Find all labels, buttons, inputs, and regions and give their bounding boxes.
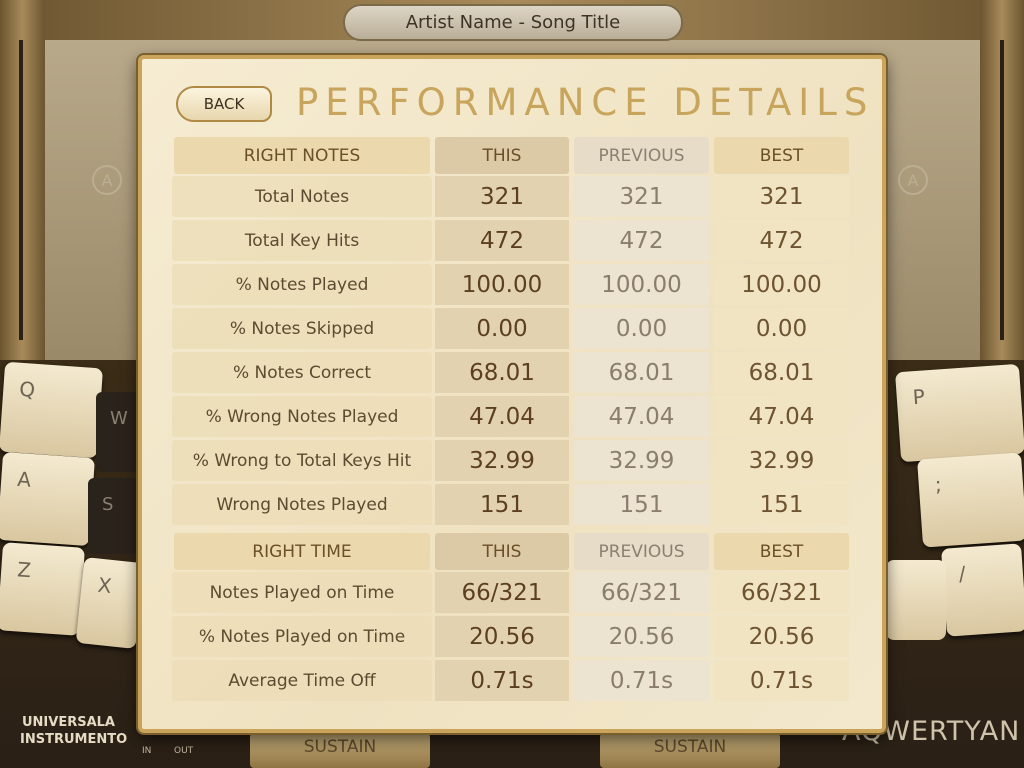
value-cell: 0.00 [714, 308, 849, 349]
row-label: Notes Played on Time [172, 572, 432, 613]
key[interactable]: A [0, 451, 95, 547]
column-header: PREVIOUS [574, 533, 709, 570]
tables: RIGHT NOTES THIS PREVIOUS BEST Total Notes 32… [142, 59, 882, 729]
value-cell: 0.00 [435, 308, 569, 349]
value-cell: 47.04 [714, 396, 849, 437]
row-label: Total Notes [172, 176, 432, 217]
column-header: PREVIOUS [574, 137, 709, 174]
value-cell: 20.56 [435, 616, 569, 657]
value-cell: 472 [714, 220, 849, 261]
key[interactable]: X [75, 557, 145, 649]
brand: INSTRUMENTO [20, 732, 128, 747]
sustain-pedal[interactable]: SUSTAIN [600, 733, 780, 768]
value-cell: 151 [574, 484, 709, 525]
dialog: BACK PERFORMANCE DETAILS RIGHT NOTES THIS… [138, 55, 886, 733]
value-cell: 472 [435, 220, 569, 261]
a-button[interactable]: A [898, 165, 928, 195]
row-label: % Wrong Notes Played [172, 396, 432, 437]
row-label: % Wrong to Total Keys Hit [172, 440, 432, 481]
back-button[interactable]: BACK [176, 86, 272, 122]
value-cell: 32.99 [714, 440, 849, 481]
value-cell: 0.71s [435, 660, 569, 701]
key[interactable]: S [88, 478, 138, 554]
key[interactable]: Q [0, 361, 104, 459]
row-label: Average Time Off [172, 660, 432, 701]
value-cell: 66/321 [435, 572, 569, 613]
key[interactable]: P [895, 363, 1024, 463]
value-cell: 0.00 [574, 308, 709, 349]
value-cell: 47.04 [574, 396, 709, 437]
column-header: THIS [435, 533, 569, 570]
row-label: Total Key Hits [172, 220, 432, 261]
value-cell: 47.04 [435, 396, 569, 437]
value-cell: 100.00 [435, 264, 569, 305]
column-header: THIS [435, 137, 569, 174]
song-title: Artist Name - Song Title [343, 4, 683, 41]
value-cell: 472 [574, 220, 709, 261]
row-label: % Notes Skipped [172, 308, 432, 349]
key[interactable]: ; [917, 452, 1024, 548]
value-cell: 321 [714, 176, 849, 217]
key[interactable]: / [941, 543, 1024, 637]
value-cell: 321 [574, 176, 709, 217]
volume-slider[interactable] [1000, 40, 1004, 340]
dialog-title: PERFORMANCE DETAILS [296, 81, 875, 124]
column-header: RIGHT TIME [174, 533, 430, 570]
io-label: IN [142, 746, 152, 756]
value-cell: 68.01 [435, 352, 569, 393]
value-cell: 20.56 [714, 616, 849, 657]
key[interactable]: Z [0, 542, 85, 636]
value-cell: 68.01 [574, 352, 709, 393]
value-cell: 66/321 [714, 572, 849, 613]
value-cell: 68.01 [714, 352, 849, 393]
a-button[interactable]: A [92, 165, 122, 195]
row-label: % Notes Correct [172, 352, 432, 393]
value-cell: 100.00 [714, 264, 849, 305]
sustain-pedal[interactable]: SUSTAIN [250, 733, 430, 768]
brand: UNIVERSALA [22, 715, 115, 730]
column-header: BEST [714, 137, 849, 174]
column-header: BEST [714, 533, 849, 570]
key[interactable] [886, 560, 946, 640]
key[interactable]: W [96, 392, 140, 472]
column-header: RIGHT NOTES [174, 137, 430, 174]
row-label: % Notes Played on Time [172, 616, 432, 657]
row-label: Wrong Notes Played [172, 484, 432, 525]
value-cell: 0.71s [574, 660, 709, 701]
value-cell: 151 [714, 484, 849, 525]
value-cell: 0.71s [714, 660, 849, 701]
row-label: % Notes Played [172, 264, 432, 305]
value-cell: 20.56 [574, 616, 709, 657]
value-cell: 66/321 [574, 572, 709, 613]
value-cell: 32.99 [574, 440, 709, 481]
value-cell: 100.00 [574, 264, 709, 305]
value-cell: 151 [435, 484, 569, 525]
value-cell: 32.99 [435, 440, 569, 481]
value-cell: 321 [435, 176, 569, 217]
io-label: OUT [174, 746, 194, 756]
speed-slider[interactable] [19, 40, 23, 340]
